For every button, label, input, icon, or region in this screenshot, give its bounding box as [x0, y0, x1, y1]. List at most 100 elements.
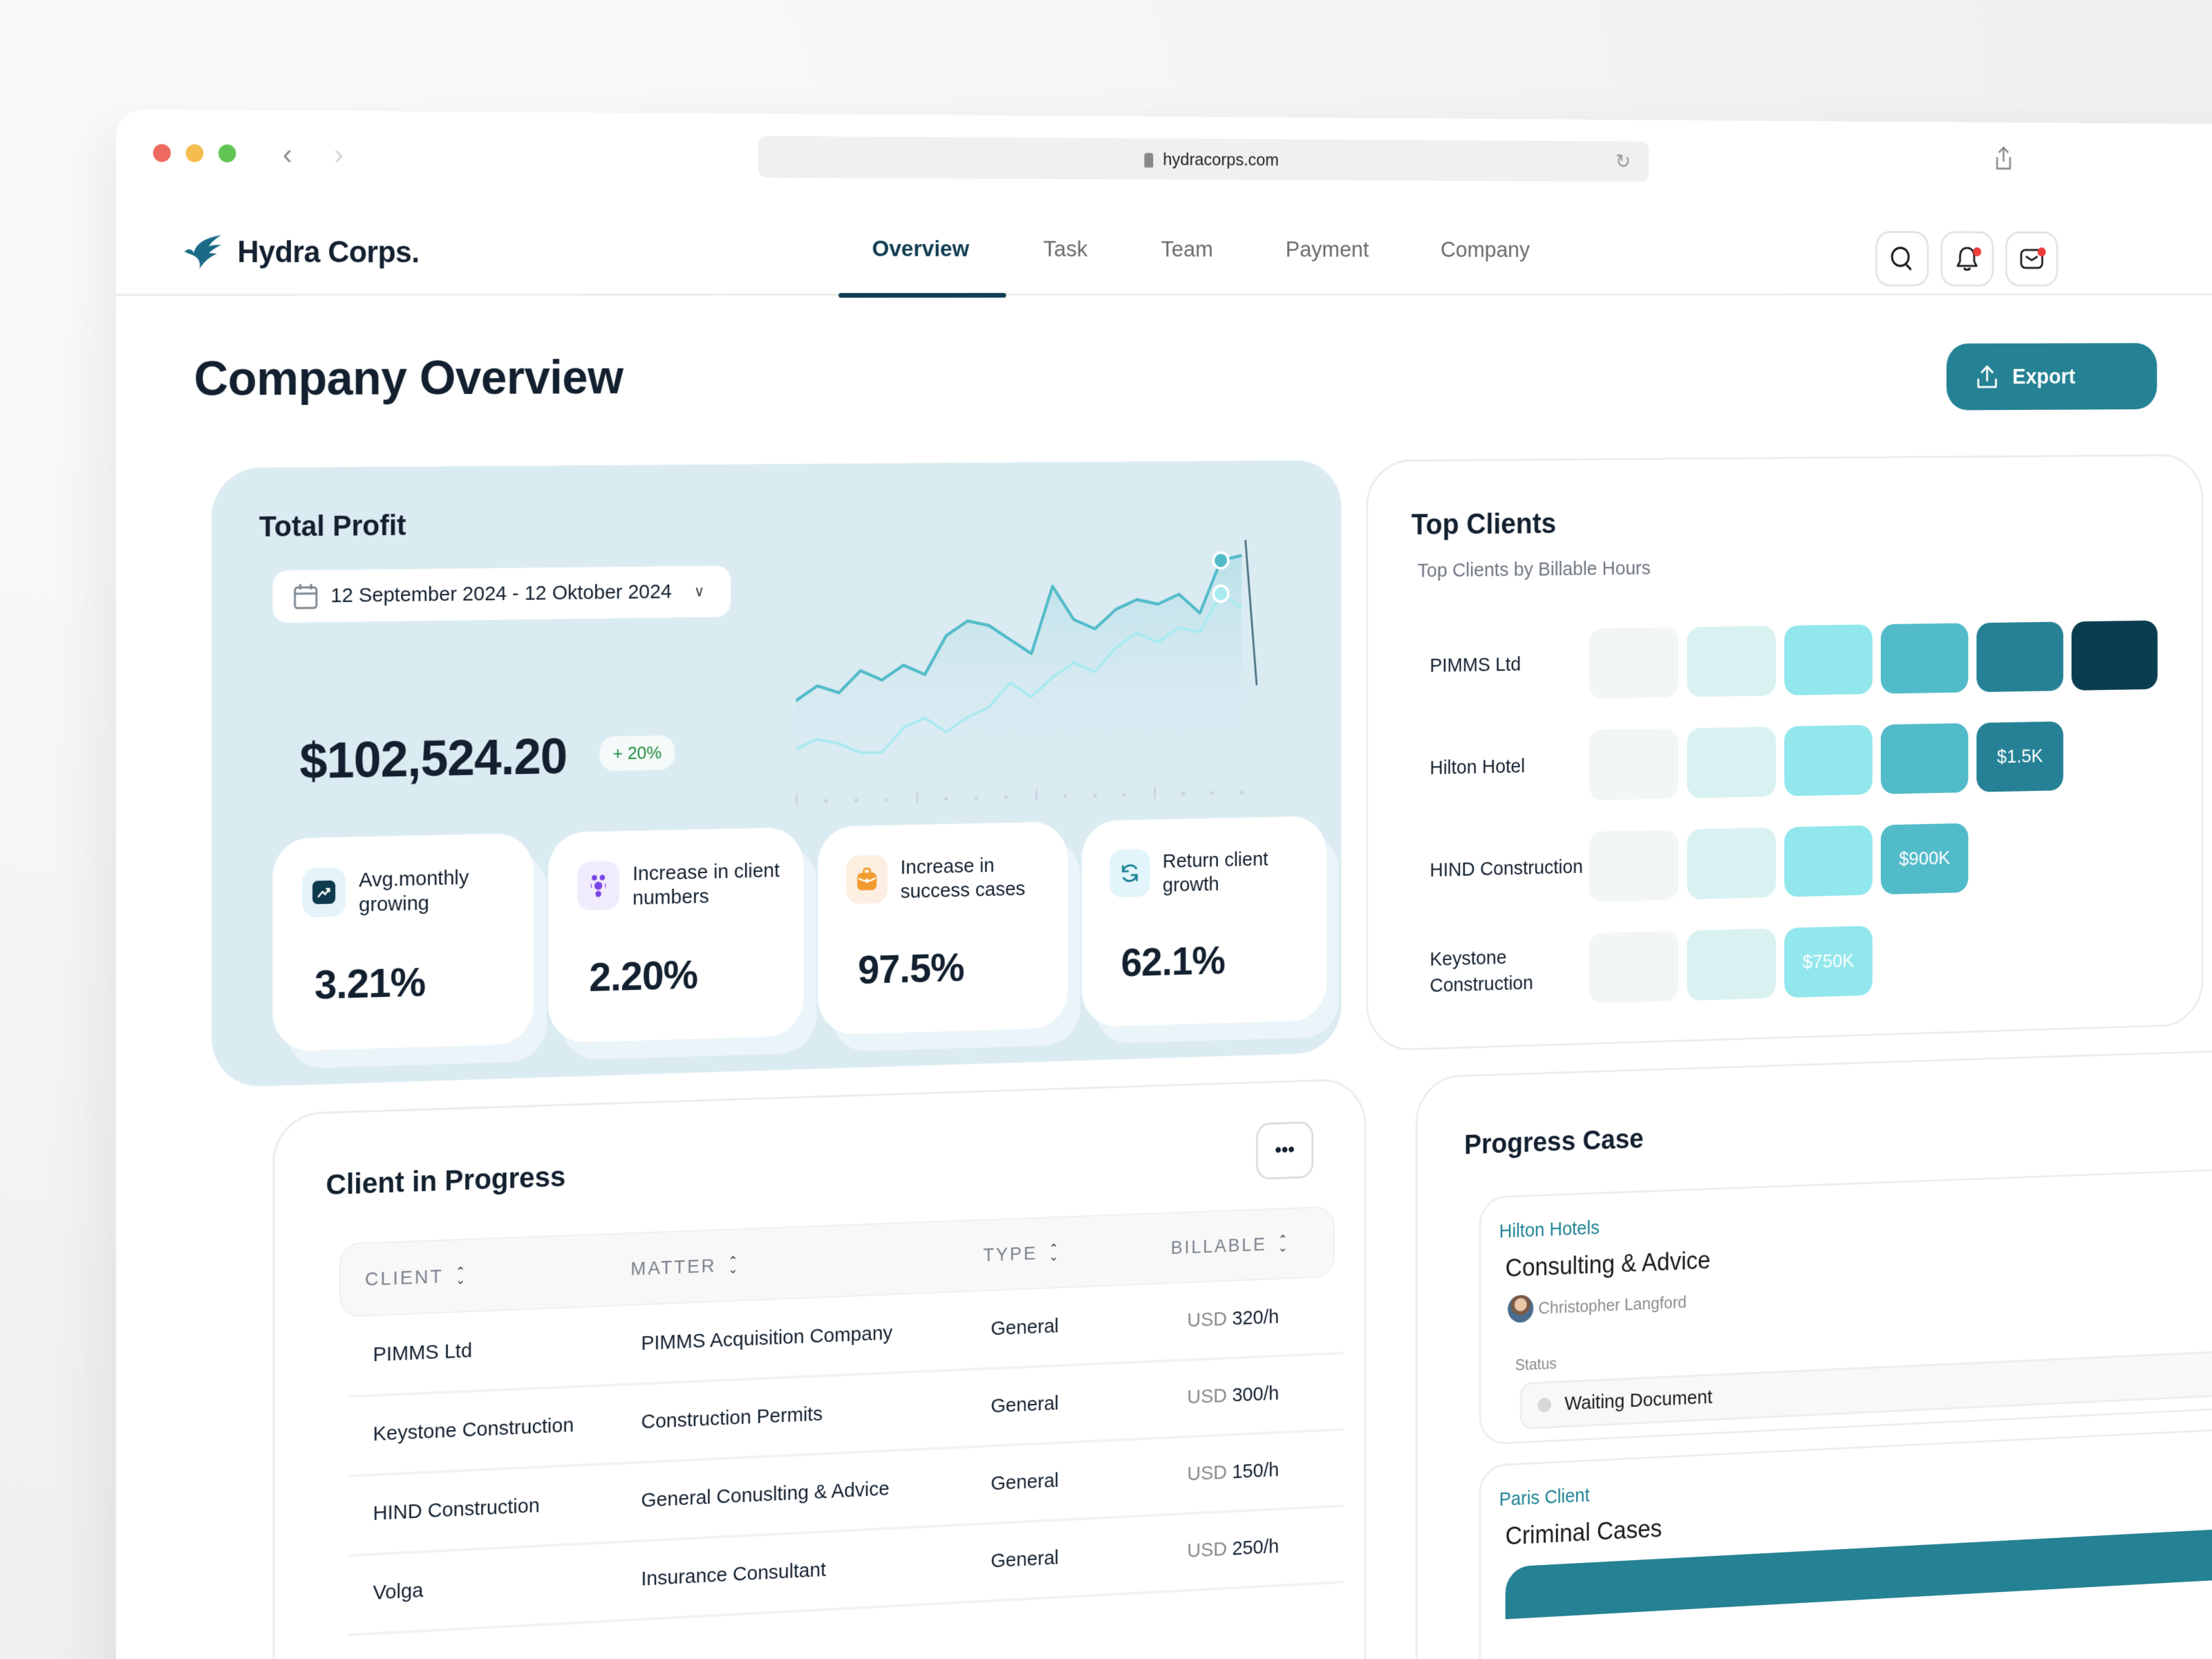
heatmap-cell[interactable] — [1687, 928, 1777, 1001]
heatmap-cell[interactable] — [1784, 724, 1873, 796]
brand-name: Hydra Corps. — [237, 235, 420, 270]
date-range-picker[interactable]: 12 September 2024 - 12 Oktober 2024 ∨ — [272, 565, 731, 624]
cell-client: Keystone Construction — [373, 1414, 574, 1446]
heatmap-row[interactable]: PIMMS Ltd — [1430, 620, 2158, 701]
tab-payment[interactable]: Payment — [1285, 236, 1369, 262]
header-actions — [1875, 231, 2059, 287]
profit-line-chart — [796, 500, 1316, 806]
lock-icon — [1144, 153, 1153, 168]
message-badge — [2037, 247, 2046, 256]
cell-client: Volga — [373, 1579, 424, 1604]
heatmap-row[interactable]: Keystone Construction $750K — [1430, 926, 1873, 1009]
tab-team[interactable]: Team — [1161, 236, 1213, 262]
share-icon[interactable] — [1994, 146, 2014, 178]
brand-logo[interactable]: Hydra Corps. — [182, 234, 420, 271]
main-nav: Overview Task Team Payment Company — [834, 202, 1565, 296]
address-bar[interactable]: hydracorps.com ↻ — [758, 135, 1649, 182]
back-arrow-icon[interactable]: ‹ — [283, 138, 292, 171]
heatmap-row[interactable]: Hilton Hotel $1.5K — [1430, 721, 2063, 804]
stat-card-client-numbers[interactable]: Increase in client numbers 2.20% — [548, 827, 804, 1044]
column-header-client[interactable]: CLIENT ⌃ ⌄ — [364, 1264, 466, 1290]
heatmap-cell[interactable] — [1880, 623, 1969, 694]
sort-icon: ⌃ ⌄ — [728, 1254, 738, 1277]
heatmap-cell[interactable] — [1588, 830, 1679, 902]
top-clients-subtitle: Top Clients by Billable Hours — [1417, 557, 1651, 582]
cell-type: General — [991, 1391, 1059, 1418]
heatmap-cell[interactable] — [2071, 620, 2158, 691]
forward-arrow-icon[interactable]: › — [334, 138, 344, 171]
case-client[interactable]: Paris Client — [1499, 1485, 1590, 1511]
stat-card-success-cases[interactable]: Increase in success cases 97.5% — [818, 821, 1068, 1035]
heatmap-cell[interactable] — [1687, 827, 1777, 900]
cell-client: PIMMS Ltd — [373, 1339, 472, 1367]
status-field[interactable]: Waiting Document — [1519, 1349, 2212, 1430]
notifications-button[interactable] — [1940, 231, 1994, 287]
heatmap-cells: $750K — [1588, 926, 1873, 1004]
tab-overview[interactable]: Overview — [834, 202, 1006, 296]
case-item[interactable]: Paris Client Criminal Cases — [1479, 1427, 2212, 1659]
users-icon — [577, 861, 620, 911]
sort-icon: ⌃ ⌄ — [1277, 1232, 1288, 1255]
case-item[interactable]: Hilton Hotels Consulting & Advice Christ… — [1479, 1168, 2212, 1445]
heatmap-cell[interactable] — [1784, 624, 1873, 696]
close-window-button[interactable] — [153, 144, 171, 162]
briefcase-icon — [846, 854, 888, 904]
cell-type: General — [991, 1315, 1059, 1340]
reload-icon[interactable]: ↻ — [1615, 151, 1631, 173]
cell-billable: USD 250/h — [1187, 1535, 1280, 1562]
case-matter: Consulting & Advice — [1505, 1246, 1711, 1283]
heatmap-cell[interactable] — [1687, 626, 1777, 697]
client-in-progress-title: Client in Progress — [326, 1160, 566, 1201]
heatmap-cell[interactable]: $900K — [1880, 823, 1969, 895]
more-options-button[interactable]: ••• — [1256, 1121, 1314, 1180]
heatmap-cell[interactable] — [1784, 825, 1873, 897]
date-range-text: 12 September 2024 - 12 Oktober 2024 — [330, 580, 672, 608]
heatmap-cell[interactable] — [1880, 723, 1969, 794]
heatmap-cells: $900K — [1588, 823, 1969, 902]
export-button[interactable]: Export — [1946, 343, 2157, 411]
stats-row: Avg.monthly growing 3.21% Increase in cl… — [272, 816, 1327, 1052]
sort-icon: ⌃ ⌄ — [1049, 1241, 1059, 1264]
search-button[interactable] — [1875, 231, 1929, 287]
status-label: Status — [1515, 1355, 1557, 1375]
tab-company[interactable]: Company — [1440, 236, 1530, 262]
heatmap-cell[interactable] — [1588, 627, 1679, 699]
upload-icon — [1976, 364, 1998, 389]
stat-card-monthly-growth[interactable]: Avg.monthly growing 3.21% — [272, 832, 534, 1052]
heatmap-cell[interactable]: $750K — [1784, 926, 1873, 998]
heatmap-cell[interactable] — [1976, 621, 2063, 693]
cell-type: General — [991, 1546, 1059, 1573]
heatmap-cell[interactable] — [1687, 727, 1777, 798]
stat-value: 62.1% — [1121, 937, 1225, 985]
client-name: Keystone Construction — [1430, 946, 1533, 997]
cell-matter: General Conuslting & Advice — [641, 1477, 890, 1512]
stat-card-return-clients[interactable]: Return client growth 62.1% — [1081, 816, 1327, 1028]
client-in-progress-card: Client in Progress ••• CLIENT ⌃ ⌄ MATTER ⌃ ⌄… — [272, 1078, 1367, 1659]
cell-matter: Insurance Consultant — [641, 1558, 826, 1591]
column-header-matter[interactable]: MATTER ⌃ ⌄ — [630, 1254, 738, 1280]
url-text: hydracorps.com — [1163, 149, 1280, 169]
heatmap-cell[interactable] — [1588, 728, 1679, 800]
total-profit-title: Total Profit — [259, 509, 406, 543]
top-clients-card: Top Clients Top Clients by Billable Hour… — [1366, 453, 2204, 1052]
heatmap-cell[interactable]: $1.5K — [1976, 721, 2063, 792]
cell-billable: USD 150/h — [1187, 1459, 1280, 1485]
heatmap-cell[interactable] — [1588, 930, 1679, 1004]
cell-billable: USD 300/h — [1187, 1382, 1280, 1409]
more-dots-icon: ••• — [1275, 1138, 1295, 1162]
messages-button[interactable] — [2005, 231, 2059, 287]
profit-amount: $102,524.20 — [299, 727, 568, 789]
maximize-window-button[interactable] — [218, 144, 236, 162]
minimize-window-button[interactable] — [185, 144, 204, 162]
profit-delta-badge: + 20% — [599, 735, 675, 771]
stat-label: Avg.monthly growing — [359, 866, 469, 917]
window-controls — [153, 144, 236, 162]
cell-matter: Construction Permits — [641, 1403, 823, 1434]
case-client[interactable]: Hilton Hotels — [1499, 1217, 1600, 1243]
stat-label: Increase in success cases — [900, 854, 1026, 903]
heatmap-row[interactable]: HIND Construction $900K — [1430, 823, 1969, 906]
column-header-billable[interactable]: BILLABLE ⌃ ⌄ — [1170, 1232, 1288, 1258]
column-header-type[interactable]: TYPE ⌃ ⌄ — [983, 1241, 1059, 1266]
app-header: Hydra Corps. Overview Task Team Payment … — [116, 199, 2212, 296]
tab-task[interactable]: Task — [1043, 236, 1088, 262]
